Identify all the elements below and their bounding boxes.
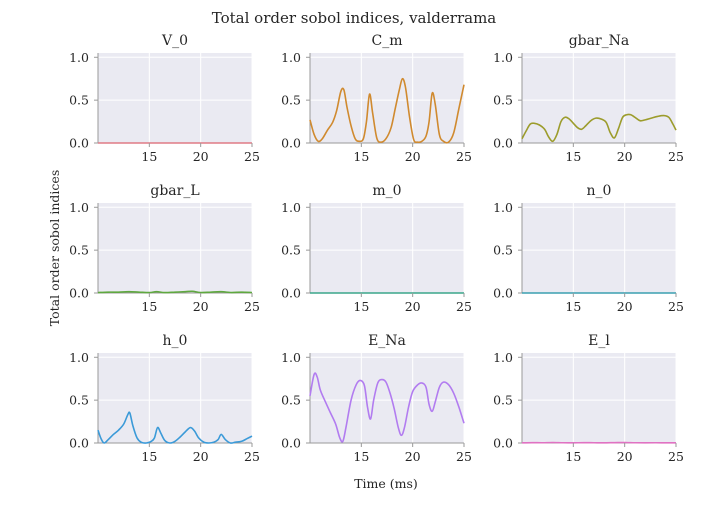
x-tick-label: 25	[456, 299, 472, 314]
x-tick-label: 15	[353, 299, 369, 314]
y-tick-label: 0.0	[493, 136, 513, 151]
y-tick-label: 0.5	[493, 393, 513, 408]
x-axis-label: Time (ms)	[354, 476, 418, 491]
x-tick-label: 25	[244, 149, 260, 164]
x-tick-label: 25	[668, 299, 684, 314]
x-tick-label: 20	[617, 149, 633, 164]
x-tick-label: 25	[456, 149, 472, 164]
x-tick-label: 20	[193, 299, 209, 314]
series-line-h_0	[97, 411, 253, 444]
y-tick-label: 0.0	[69, 286, 89, 301]
subplot-E_Na: E_Na 15 20 25 0.0 0.5 1.0	[281, 333, 472, 464]
x-tick-label: 20	[617, 449, 633, 464]
subplot-title: gbar_L	[150, 183, 199, 199]
y-tick-label: 1.0	[69, 350, 89, 365]
subplot-title: gbar_Na	[569, 33, 630, 49]
y-tick-label: 0.5	[69, 393, 89, 408]
y-tick-label: 1.0	[69, 200, 89, 215]
y-tick-label: 0.0	[493, 436, 513, 451]
y-tick-label: 0.0	[281, 286, 301, 301]
x-tick-label: 15	[353, 449, 369, 464]
y-tick-label: 0.5	[281, 243, 301, 258]
subplot-title: V_0	[161, 33, 188, 49]
subplot-n_0: n_0 15 20 25 0.0 0.5 1.0	[493, 183, 684, 314]
x-tick-label: 15	[141, 149, 157, 164]
subplot-title: h_0	[163, 333, 188, 349]
x-tick-label: 25	[456, 449, 472, 464]
x-tick-label: 15	[141, 449, 157, 464]
x-tick-label: 15	[565, 299, 581, 314]
x-tick-label: 20	[405, 299, 421, 314]
x-tick-label: 25	[668, 149, 684, 164]
subplot-grid: V_015 20 250.00.51.0C_m15 20 250.00.51.0gbar…	[69, 33, 684, 464]
y-tick-label: 0.5	[281, 93, 301, 108]
y-tick-label: 1.0	[69, 50, 89, 65]
y-tick-label: 1.0	[281, 50, 301, 65]
x-tick-label: 20	[617, 299, 633, 314]
x-tick-label: 15	[565, 449, 581, 464]
y-axis-label: Total order sobol indices	[47, 170, 62, 327]
plot-background	[310, 353, 464, 443]
plot-background	[98, 353, 252, 443]
x-tick-label: 20	[193, 449, 209, 464]
plot-background	[310, 203, 464, 293]
plot-background	[98, 53, 252, 143]
x-tick-label: 25	[244, 299, 260, 314]
subplot-C_m: C_m 15 20 25 0.0 0.5 1.0	[281, 33, 472, 164]
subplot-gbar_L: gbar_L 15 20 25 0.0 0.5 1.0	[69, 183, 260, 314]
subplot-E_l: E_l 15 20 25 0.0 0.5 1.0	[493, 333, 684, 464]
subplot-title: E_l	[588, 333, 610, 349]
subplot-title: C_m	[372, 33, 403, 49]
y-tick-label: 0.0	[69, 136, 89, 151]
y-tick-label: 1.0	[493, 350, 513, 365]
subplot-title: E_Na	[368, 333, 406, 349]
series-line-C_m	[309, 77, 465, 144]
plot-background	[522, 203, 676, 293]
y-tick-label: 0.5	[69, 93, 89, 108]
x-tick-label: 20	[405, 149, 421, 164]
subplot-V_0: V_0 15 20 25 0.0 0.5 1.0	[69, 33, 260, 164]
y-tick-label: 0.5	[493, 243, 513, 258]
y-tick-label: 0.0	[69, 436, 89, 451]
figure-title: Total order sobol indices, valderrama	[212, 9, 497, 27]
x-tick-label: 20	[193, 149, 209, 164]
plot-background	[522, 53, 676, 143]
subplot-m_0: m_0 15 20 25 0.0 0.5 1.0	[281, 183, 472, 314]
plot-background	[522, 353, 676, 443]
subplot-h_0: h_0 15 20 25 0.0 0.5 1.0	[69, 333, 260, 464]
y-tick-label: 0.0	[493, 286, 513, 301]
y-tick-label: 1.0	[493, 50, 513, 65]
x-tick-label: 15	[353, 149, 369, 164]
subplot-title: n_0	[587, 183, 612, 199]
x-tick-label: 15	[141, 299, 157, 314]
y-tick-label: 1.0	[493, 200, 513, 215]
y-tick-label: 0.0	[281, 436, 301, 451]
series-line-E_Na	[309, 372, 465, 443]
x-tick-label: 25	[668, 449, 684, 464]
x-tick-label: 20	[405, 449, 421, 464]
series-line-gbar_L	[97, 290, 253, 294]
y-tick-label: 0.5	[493, 93, 513, 108]
y-tick-label: 1.0	[281, 350, 301, 365]
y-tick-label: 0.5	[281, 393, 301, 408]
x-tick-label: 15	[565, 149, 581, 164]
y-tick-label: 1.0	[281, 200, 301, 215]
plot-background	[98, 203, 252, 293]
y-tick-label: 0.0	[281, 136, 301, 151]
x-tick-label: 25	[244, 449, 260, 464]
series-line-gbar_Na	[521, 113, 677, 143]
y-tick-label: 0.5	[69, 243, 89, 258]
subplot-gbar_Na: gbar_Na 15 20 25 0.0 0.5 1.0	[493, 33, 684, 164]
plot-background	[310, 53, 464, 143]
subplot-title: m_0	[372, 183, 401, 199]
